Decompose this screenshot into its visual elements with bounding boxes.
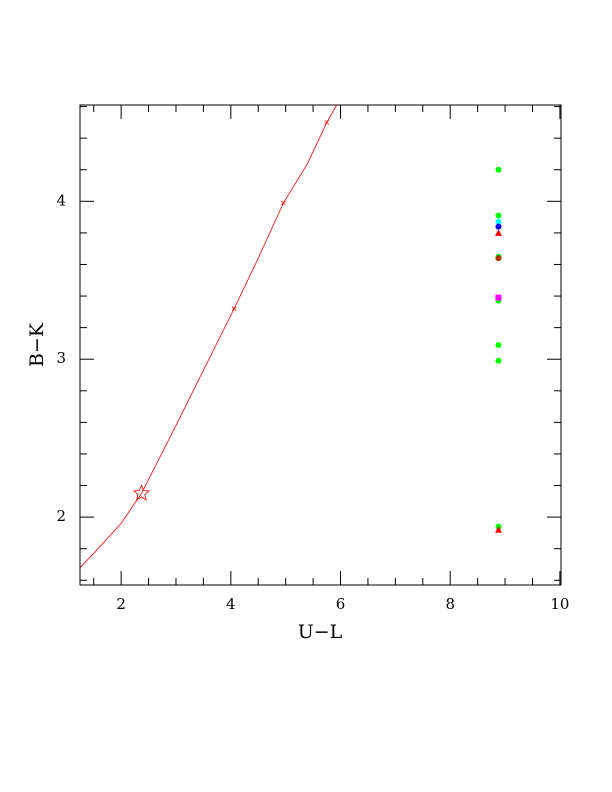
y-tick-label: 2: [56, 507, 66, 525]
point: [324, 120, 330, 125]
point: [494, 229, 502, 236]
point: [231, 306, 237, 311]
point: [495, 218, 502, 225]
point: [132, 484, 151, 501]
x-tick-label: 4: [226, 595, 236, 613]
x-axis-label: U−L: [298, 621, 343, 643]
point: [281, 200, 286, 206]
curve: [80, 105, 338, 568]
x-tick-label: 10: [550, 595, 569, 613]
plot-frame: [79, 104, 562, 586]
point: [494, 526, 502, 533]
plot-area: [80, 105, 502, 568]
point: [495, 342, 502, 348]
x-tick-label: 2: [116, 595, 126, 613]
point: [495, 166, 502, 173]
point: [495, 223, 502, 230]
y-tick-label: 3: [56, 349, 66, 367]
x-tick-label: 6: [336, 595, 346, 613]
point: [495, 294, 502, 301]
y-axis-label: B−K: [26, 322, 48, 367]
point: [495, 255, 502, 262]
point: [495, 357, 502, 364]
x-tick-label: 8: [445, 595, 455, 613]
y-tick-label: 4: [56, 191, 66, 209]
point: [495, 212, 502, 219]
